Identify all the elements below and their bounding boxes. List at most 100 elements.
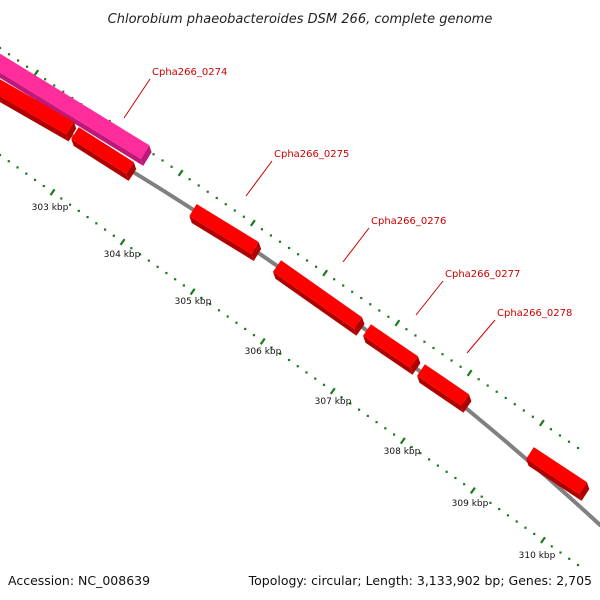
gene-label[interactable]: Cpha266_0275	[274, 149, 349, 160]
minor-tick	[410, 445, 413, 449]
gene-feature[interactable]	[0, 78, 77, 142]
minor-tick	[182, 284, 186, 287]
minor-tick	[576, 563, 580, 567]
minor-tick	[44, 78, 47, 81]
gene-feature[interactable]	[417, 364, 472, 413]
gene-label[interactable]: Cpha266_0278	[497, 308, 572, 319]
minor-tick	[252, 334, 256, 337]
minor-tick	[279, 352, 282, 355]
major-tick	[322, 269, 329, 277]
minor-tick	[152, 153, 155, 156]
minor-tick	[33, 178, 37, 181]
minor-tick	[450, 359, 453, 362]
gene-feature[interactable]	[71, 127, 137, 181]
major-tick	[49, 188, 56, 196]
minor-tick	[387, 315, 390, 318]
gene-label[interactable]: Cpha266_0277	[445, 269, 520, 280]
minor-tick	[436, 464, 439, 467]
scale-label: 309 kbp	[452, 499, 489, 509]
minor-tick	[550, 545, 553, 548]
minor-tick	[576, 446, 580, 450]
minor-tick	[392, 433, 396, 436]
minor-tick	[260, 228, 264, 231]
map-title: Chlorobium phaeobacteroides DSM 266, com…	[108, 12, 493, 27]
minor-tick	[233, 209, 236, 212]
minor-tick	[287, 358, 291, 362]
gene-labels: Cpha266_0274 Cpha266_0275 Cpha266_0276 Cpha…	[123, 67, 572, 354]
minor-tick	[366, 414, 369, 418]
gene-leader-line	[245, 160, 273, 197]
highlighted-gene[interactable]	[0, 53, 152, 166]
gene-features	[0, 53, 590, 501]
minor-tick	[174, 278, 177, 281]
major-tick	[538, 419, 545, 427]
minor-tick	[322, 383, 326, 386]
minor-tick	[77, 209, 80, 213]
inner-tick-row	[0, 153, 580, 567]
minor-tick	[226, 315, 229, 318]
major-tick	[399, 437, 406, 445]
minor-tick	[278, 240, 282, 243]
minor-tick	[459, 365, 462, 368]
gene-leader-line	[123, 78, 151, 119]
minor-tick	[513, 403, 516, 406]
minor-tick	[463, 483, 466, 486]
accession-text: Accession: NC_008639	[8, 573, 150, 588]
minor-tick	[531, 415, 534, 418]
major-tick	[469, 486, 476, 494]
minor-tick	[165, 271, 168, 275]
minor-tick	[414, 334, 417, 337]
scale-label: 303 kbp	[32, 203, 69, 213]
scale-label: 305 kbp	[175, 297, 212, 307]
minor-tick	[515, 520, 518, 523]
gene-feature[interactable]	[363, 324, 421, 375]
major-tick	[189, 288, 196, 296]
minor-tick	[504, 396, 507, 400]
major-tick	[259, 337, 266, 345]
minor-tick	[206, 190, 209, 193]
major-tick	[540, 536, 546, 544]
minor-tick	[314, 265, 318, 268]
major-tick	[466, 369, 473, 377]
minor-tick	[454, 476, 457, 480]
scale-label: 308 kbp	[384, 447, 421, 457]
minor-tick	[357, 408, 361, 411]
minor-tick	[360, 296, 363, 300]
minor-tick	[296, 253, 300, 256]
gene-label[interactable]: Cpha266_0276	[371, 216, 446, 227]
scale-label: 307 kbp	[315, 397, 352, 407]
minor-tick	[188, 178, 191, 181]
scale-label: 304 kbp	[104, 250, 141, 260]
major-tick	[177, 169, 184, 177]
minor-tick	[95, 222, 98, 225]
minor-tick	[568, 557, 571, 560]
gene-leader-line	[466, 319, 496, 354]
minor-tick	[432, 346, 435, 350]
gene-feature[interactable]	[272, 260, 365, 336]
minor-tick	[384, 427, 387, 430]
minor-tick	[16, 166, 19, 169]
minor-tick	[161, 159, 164, 162]
scale-label: 310 kbp	[519, 551, 556, 561]
genome-summary-text: Topology: circular; Length: 3,133,902 bp…	[248, 573, 592, 588]
minor-tick	[60, 197, 63, 200]
minor-tick	[0, 46, 2, 50]
scale-ticks: 303 kbp 304 kbp 305 kbp 306 kbp 307 kbp 308 k…	[0, 46, 580, 567]
minor-tick	[269, 234, 273, 237]
gene-feature[interactable]	[526, 447, 590, 501]
minor-tick	[224, 203, 227, 206]
gene-label[interactable]: Cpha266_0274	[152, 67, 227, 78]
major-tick	[394, 319, 401, 327]
minor-tick	[25, 65, 29, 68]
minor-tick	[42, 184, 45, 188]
minor-tick	[25, 172, 28, 175]
gene-feature[interactable]	[189, 204, 262, 261]
minor-tick	[340, 396, 343, 399]
minor-tick	[86, 216, 89, 219]
minor-tick	[287, 246, 291, 250]
minor-tick	[305, 259, 309, 262]
minor-tick	[217, 309, 221, 312]
minor-tick	[197, 184, 200, 187]
minor-tick	[349, 402, 352, 405]
